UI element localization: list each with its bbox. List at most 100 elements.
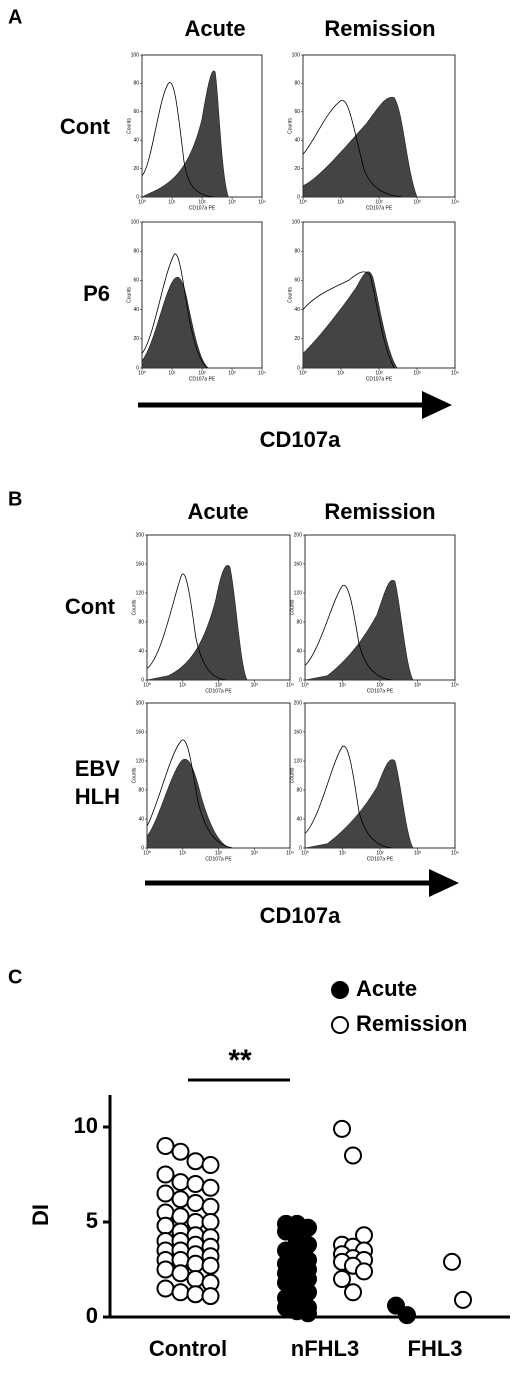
- y-tick-label: 80: [294, 249, 300, 255]
- x-tick-label: 10⁴: [451, 682, 459, 688]
- y-tick-label: 0: [297, 194, 300, 200]
- histogram: [305, 746, 413, 848]
- histogram-fill: [142, 71, 228, 197]
- histogram: [147, 740, 233, 848]
- y-tick-label: 100: [292, 52, 301, 58]
- y-axis-label: Counts: [131, 767, 137, 783]
- y-tick-label: 40: [133, 307, 139, 313]
- x-axis-label: CD107a PE: [189, 205, 216, 211]
- row-label: P6: [83, 281, 110, 306]
- x-tick-label: 10⁴: [286, 682, 294, 688]
- histogram-fill: [305, 580, 413, 680]
- x-tick-label: 10²: [198, 199, 206, 205]
- y-tick-label: 200: [294, 532, 303, 538]
- x-tick-label: 10⁴: [451, 370, 459, 376]
- x-tick-label: 10¹: [339, 682, 347, 688]
- histogram: [142, 254, 208, 368]
- legend-marker: [331, 981, 349, 999]
- y-tick-label: 100: [131, 52, 140, 58]
- histogram-fill: [142, 277, 208, 368]
- legend-marker: [331, 1016, 349, 1034]
- row-label: EBV: [75, 756, 121, 781]
- data-point: [186, 1254, 205, 1273]
- y-tick-label: 40: [133, 138, 139, 144]
- histogram-fill: [303, 97, 417, 197]
- row-label: Cont: [60, 114, 111, 139]
- y-tick-label: 20: [133, 336, 139, 342]
- histogram: [147, 565, 247, 680]
- data-point: [186, 1152, 205, 1171]
- x-tick-label: 10⁴: [258, 370, 266, 376]
- y-tick-label: 5: [86, 1208, 98, 1233]
- x-tick-label: 10³: [413, 370, 421, 376]
- row-label: HLH: [75, 784, 120, 809]
- data-point: [186, 1175, 205, 1193]
- y-tick-label: 60: [133, 109, 139, 115]
- y-axis-label: Counts: [126, 118, 132, 134]
- y-tick-label: 100: [292, 219, 301, 225]
- x-tick-label: 10¹: [179, 682, 187, 688]
- data-point: [186, 1285, 205, 1304]
- x-tick-label: 10³: [251, 850, 259, 856]
- data-point: [201, 1197, 220, 1216]
- data-point: [201, 1156, 220, 1174]
- x-tick-label: 10³: [228, 199, 236, 205]
- histogram-outline: [305, 585, 392, 680]
- x-tick-label: 10⁴: [286, 850, 294, 856]
- data-point: [299, 1304, 317, 1323]
- y-tick-label: 0: [136, 365, 139, 371]
- x-tick-label: 10¹: [337, 199, 345, 205]
- y-tick-label: 120: [136, 758, 145, 764]
- column-header: Remission: [324, 499, 435, 524]
- x-axis-label: CD107a PE: [205, 856, 232, 862]
- y-axis-label: Counts: [287, 287, 293, 303]
- histogram-fill: [303, 272, 397, 368]
- y-tick-label: 200: [136, 532, 145, 538]
- column-header: Acute: [187, 499, 248, 524]
- y-tick-label: 20: [294, 166, 300, 172]
- x-tick-label: 10¹: [168, 370, 176, 376]
- x-tick-label: 10²: [375, 199, 383, 205]
- data-point: [156, 1137, 175, 1155]
- column-header: Remission: [324, 16, 435, 41]
- y-tick-label: 120: [294, 590, 303, 596]
- histogram-fill: [147, 759, 230, 848]
- x-tick-label: 10⁰: [143, 850, 151, 856]
- y-tick-label: 100: [131, 219, 140, 225]
- histogram-outline: [303, 100, 402, 197]
- y-tick-label: 0: [141, 845, 144, 851]
- x-axis-label: CD107a PE: [367, 856, 394, 862]
- x-tick-label: 10⁰: [138, 199, 146, 205]
- histogram-outline: [147, 574, 226, 680]
- histogram-outline: [147, 740, 233, 848]
- axis-label: CD107a: [260, 427, 341, 452]
- y-tick-label: 20: [294, 336, 300, 342]
- data-point: [201, 1287, 220, 1306]
- y-tick-label: 80: [138, 787, 144, 793]
- x-tick-label: 10²: [215, 682, 223, 688]
- x-tick-label: 10²: [376, 850, 384, 856]
- y-tick-label: 40: [138, 816, 144, 822]
- x-axis-label: CD107a PE: [189, 376, 216, 382]
- histogram-fill: [305, 760, 413, 848]
- significance: **: [228, 1044, 252, 1077]
- y-tick-label: 60: [294, 278, 300, 284]
- y-tick-label: 40: [296, 816, 302, 822]
- histogram: [142, 71, 228, 197]
- x-tick-label: 10¹: [339, 850, 347, 856]
- y-tick-label: 0: [136, 194, 139, 200]
- data-point: [201, 1178, 220, 1197]
- y-axis-label: Counts: [131, 599, 137, 615]
- arrow-head: [429, 869, 459, 897]
- data-point: [299, 1218, 317, 1237]
- data-point: [344, 1146, 362, 1165]
- legend-label: Remission: [356, 1011, 467, 1036]
- x-tick-label: 10²: [376, 682, 384, 688]
- data-point: [156, 1216, 175, 1235]
- data-point: [398, 1306, 416, 1325]
- y-tick-label: 80: [133, 249, 139, 255]
- x-tick-label: 10³: [413, 199, 421, 205]
- x-tick-label: 10⁴: [451, 850, 459, 856]
- y-tick-label: 120: [294, 758, 303, 764]
